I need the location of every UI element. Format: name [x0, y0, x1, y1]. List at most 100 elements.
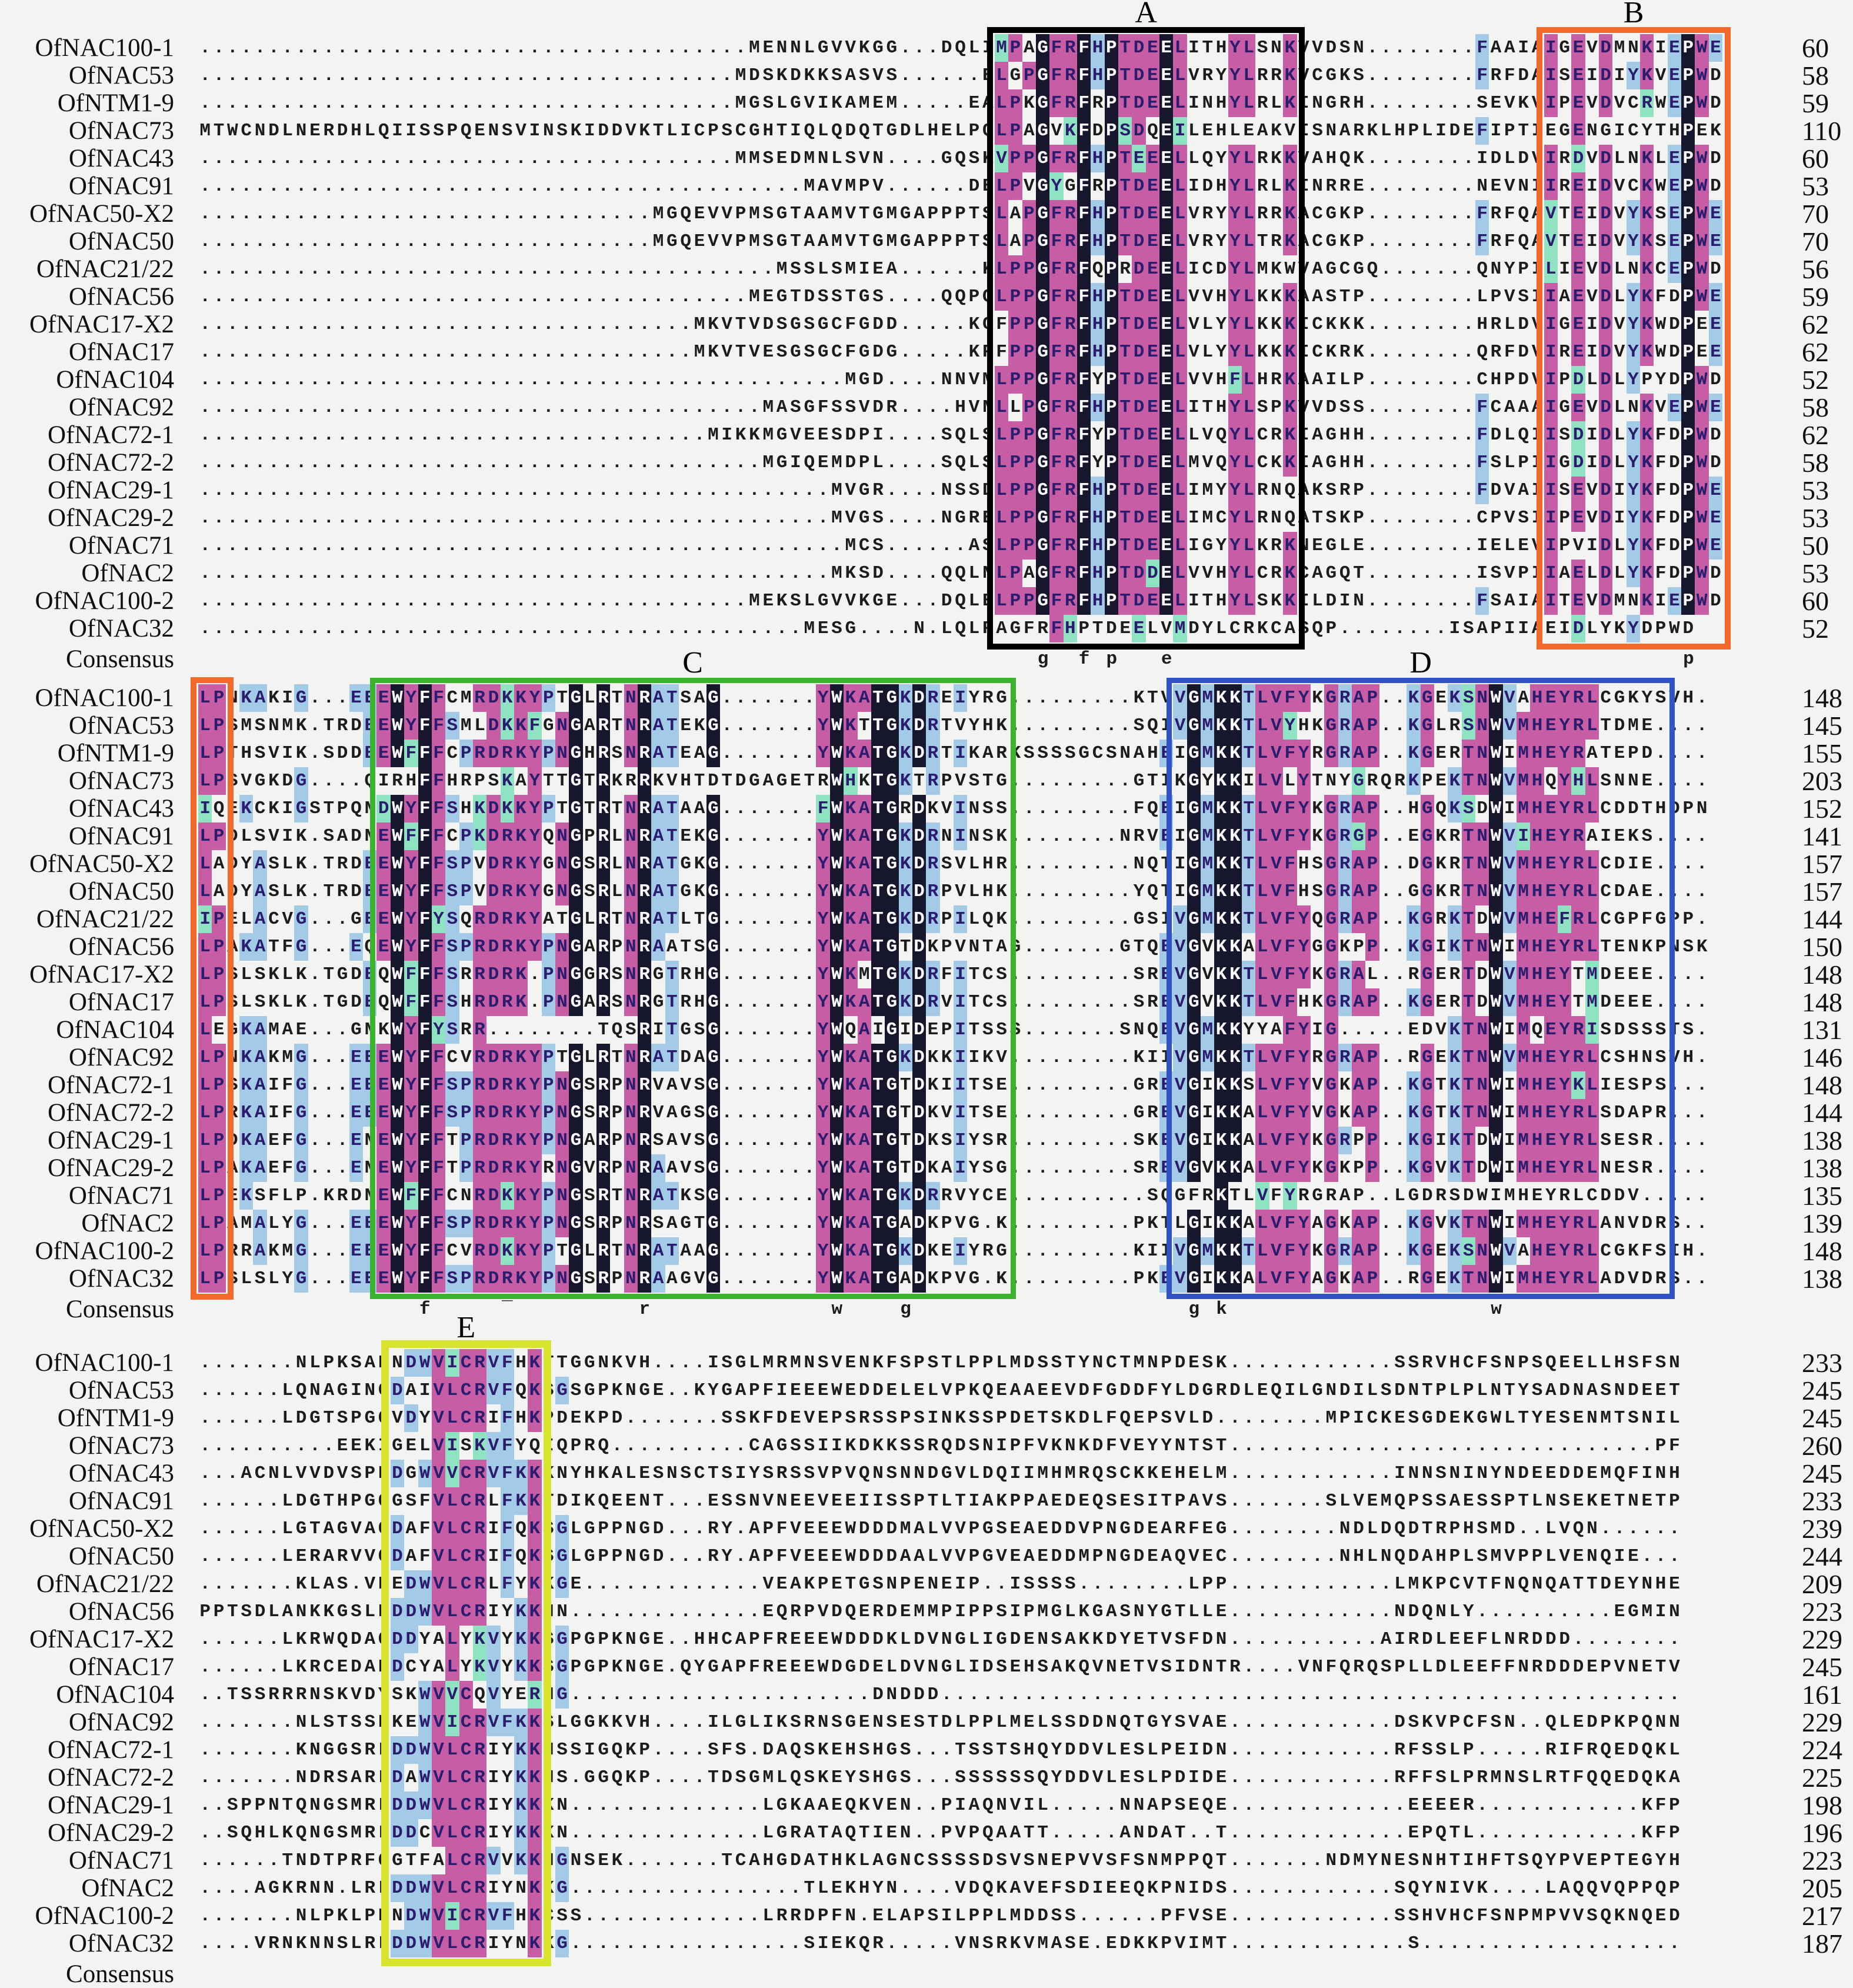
- consensus-letter: g: [1037, 649, 1049, 670]
- residue-number: 52: [1802, 614, 1829, 644]
- consensus-letter: g: [900, 1299, 911, 1320]
- sequence-label: OfNAC100-2: [35, 1902, 174, 1930]
- residue-number: 239: [1802, 1514, 1842, 1544]
- motif-box-label-a: A: [1135, 0, 1157, 29]
- residue-number: 245: [1802, 1652, 1842, 1682]
- consensus-letter: e: [1161, 649, 1172, 670]
- residue-number: 148: [1802, 1070, 1842, 1100]
- consensus-letter: r: [639, 1299, 651, 1320]
- consensus-letter: w: [831, 1299, 843, 1320]
- sequence-label: OfNAC29-1: [48, 1127, 174, 1154]
- sequence-text: ........................................…: [198, 172, 1722, 200]
- sequence-text: ........................................…: [198, 560, 1722, 587]
- residue-number: 196: [1802, 1818, 1842, 1848]
- residue-number: 70: [1802, 227, 1829, 257]
- residue-number: 70: [1802, 199, 1829, 229]
- residue-number: 56: [1802, 254, 1829, 284]
- residue-number: 139: [1802, 1208, 1842, 1238]
- sequence-text: .......................................M…: [198, 145, 1722, 172]
- motif-box-label-e: E: [456, 1311, 476, 1344]
- sequence-label: OfNAC73: [68, 767, 174, 795]
- residue-number: 229: [1802, 1707, 1842, 1737]
- residue-number: 224: [1802, 1735, 1842, 1765]
- sequence-text: .......................................M…: [198, 89, 1722, 117]
- consensus-label: Consensus: [66, 645, 174, 673]
- residue-number: 223: [1802, 1846, 1842, 1876]
- consensus-label: Consensus: [66, 1296, 174, 1323]
- residue-number: 58: [1802, 61, 1829, 91]
- sequence-label: OfNAC17: [68, 1653, 174, 1681]
- sequence-label: OfNAC56: [68, 1598, 174, 1626]
- sequence-label: OfNAC29-1: [48, 1791, 174, 1819]
- residue-number: 203: [1802, 766, 1842, 796]
- sequence-text: ........................................…: [198, 449, 1722, 477]
- residue-number: 50: [1802, 531, 1829, 561]
- sequence-label: OfNAC73: [68, 1432, 174, 1460]
- residue-number: 146: [1802, 1043, 1842, 1073]
- sequence-text: ........................................…: [198, 504, 1723, 532]
- sequence-label: OfNAC100-1: [35, 684, 174, 712]
- sequence-label: OfNAC29-2: [48, 504, 174, 532]
- sequence-label: OfNAC17: [68, 338, 174, 366]
- residue-number: 138: [1802, 1264, 1842, 1294]
- sequence-label: OfNAC100-1: [35, 1349, 174, 1377]
- sequence-label: OfNAC73: [68, 117, 174, 145]
- sequence-text: .......................................M…: [198, 62, 1722, 89]
- sequence-label: OfNAC17-X2: [29, 311, 174, 338]
- sequence-label: OfNAC43: [68, 795, 174, 822]
- sequence-label: OfNAC92: [68, 1044, 174, 1071]
- sequence-label: OfNAC56: [68, 283, 174, 311]
- sequence-label: OfNAC21/22: [36, 1570, 174, 1598]
- residue-number: 53: [1802, 558, 1829, 588]
- residue-number: 138: [1802, 1125, 1842, 1155]
- residue-number: 229: [1802, 1624, 1842, 1654]
- residue-number: 209: [1802, 1569, 1842, 1599]
- consensus-letter: w: [1491, 1299, 1502, 1320]
- residue-number: 145: [1802, 711, 1842, 741]
- residue-number: 225: [1802, 1763, 1842, 1793]
- residue-number: 245: [1802, 1403, 1842, 1433]
- sequence-label: OfNAC104: [56, 366, 174, 394]
- consensus-label: Consensus: [66, 1960, 174, 1988]
- residue-number: 138: [1802, 1153, 1842, 1183]
- sequence-label: OfNAC50: [68, 1543, 174, 1570]
- residue-number: 135: [1802, 1181, 1842, 1211]
- residue-number: 233: [1802, 1348, 1842, 1378]
- sequence-label: OfNAC72-1: [48, 1736, 174, 1764]
- residue-number: 223: [1802, 1597, 1842, 1627]
- sequence-label: OfNAC32: [68, 1265, 174, 1293]
- sequence-label: OfNAC91: [68, 172, 174, 200]
